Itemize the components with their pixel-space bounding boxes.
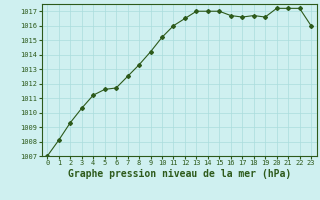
X-axis label: Graphe pression niveau de la mer (hPa): Graphe pression niveau de la mer (hPa) <box>68 169 291 179</box>
